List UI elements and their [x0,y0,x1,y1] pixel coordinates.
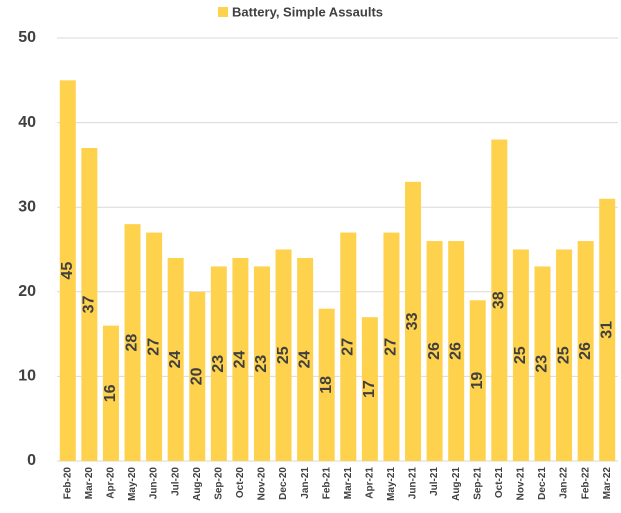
y-tick-label: 50 [18,29,36,46]
bar [361,317,378,461]
x-tick-label: Feb-21 [321,467,332,500]
x-tick-label: Dec-20 [278,467,289,500]
data-label: 26 [577,342,594,360]
data-label: 23 [210,355,227,373]
bar [189,291,206,461]
data-label: 16 [102,384,119,402]
data-label: 24 [167,350,184,368]
y-tick-label: 10 [18,368,36,385]
x-tick-label: Sep-21 [472,467,483,500]
bar [253,266,270,461]
data-label: 18 [318,376,335,394]
x-tick-label: Nov-20 [257,467,268,501]
x-tick-label: Aug-21 [451,467,462,501]
bar [340,232,357,461]
x-tick-label: Feb-20 [62,467,73,500]
data-label: 38 [491,291,508,309]
x-tick-label: Jan-22 [559,467,570,499]
bar [318,308,335,461]
data-label: 45 [59,262,76,280]
x-tick-label: Nov-21 [516,467,527,501]
bar [556,249,573,461]
x-tick-label: Dec-21 [537,467,548,500]
bar [59,80,76,462]
bar [124,224,141,461]
bar [81,147,98,462]
data-label: 23 [253,355,270,373]
bar [426,241,443,461]
x-tick-label: Jun-20 [149,467,160,500]
x-tick-label: Jan-21 [300,467,311,499]
bar [405,181,422,461]
data-label: 25 [512,346,529,364]
data-label: 19 [469,372,486,390]
x-tick-label: Jun-21 [408,467,419,500]
bar [512,249,529,461]
x-tick-label: Apr-20 [106,467,117,499]
y-tick-label: 40 [18,114,36,131]
bar [577,241,594,461]
data-label: 25 [275,346,292,364]
y-tick-label: 20 [18,283,36,300]
x-tick-label: Apr-21 [365,467,376,499]
data-label: 27 [145,338,162,356]
bar [210,266,227,461]
bar [275,249,292,461]
bar [167,257,184,461]
legend-label: Battery, Simple Assaults [232,4,383,19]
data-label: 26 [426,342,443,360]
bar [102,325,119,461]
bar [297,257,314,461]
x-tick-label: Jul-20 [170,467,181,496]
data-label: 26 [447,342,464,360]
legend-swatch [218,7,228,17]
bar [448,241,465,461]
bar [383,232,400,461]
bar [491,139,508,461]
data-label: 31 [598,321,615,339]
data-label: 28 [124,334,141,352]
data-label: 24 [296,350,313,368]
x-tick-label: Oct-21 [494,467,505,499]
bar [469,300,486,461]
bar [599,198,616,462]
bar [232,257,249,461]
x-tick-label: Jul-21 [429,467,440,496]
x-tick-label: May-21 [386,467,397,501]
x-tick-label: Mar-22 [602,467,613,500]
bar [146,232,163,461]
data-label: 27 [340,338,357,356]
y-tick-label: 0 [27,452,36,469]
data-label: 25 [555,346,572,364]
data-label: 24 [232,350,249,368]
x-tick-label: Oct-20 [235,467,246,499]
data-label: 23 [534,355,551,373]
x-tick-label: Mar-21 [343,467,354,500]
data-label: 27 [383,338,400,356]
x-tick-label: Feb-22 [580,467,591,500]
data-label: 33 [404,312,421,330]
bar [534,266,551,461]
data-label: 20 [188,367,205,385]
x-tick-label: Sep-20 [213,467,224,500]
data-label: 17 [361,380,378,398]
data-label: 37 [81,295,98,313]
x-tick-label: Aug-20 [192,467,203,501]
x-tick-label: Mar-20 [84,467,95,500]
y-tick-label: 30 [18,198,36,215]
x-tick-label: May-20 [127,467,138,501]
